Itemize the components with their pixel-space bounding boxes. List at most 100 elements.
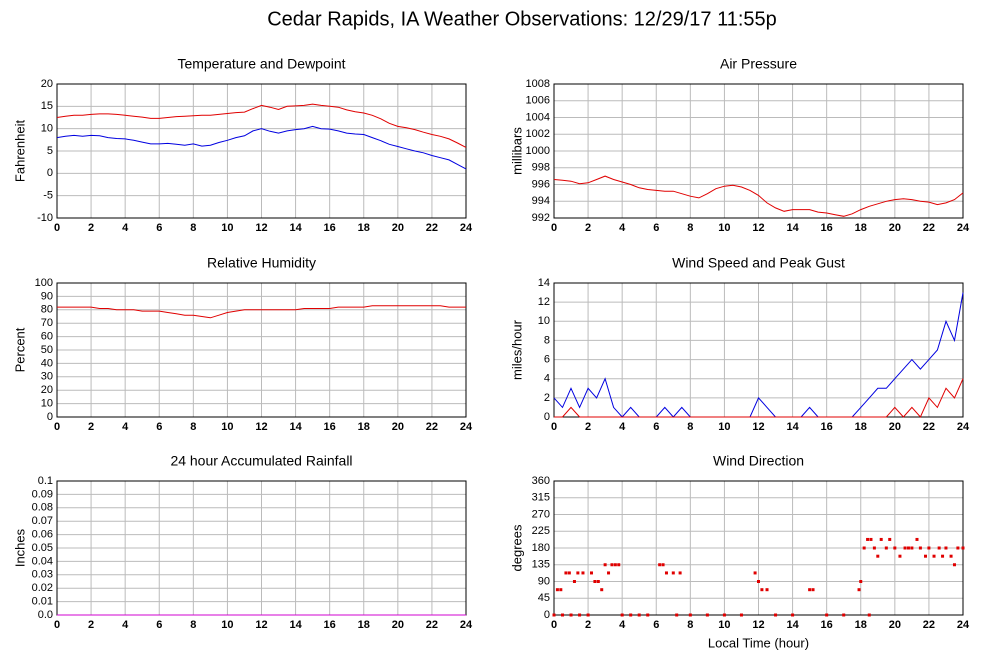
y-tick-label: 0 xyxy=(47,167,53,179)
point xyxy=(757,580,760,583)
y-tick-label: 100 xyxy=(35,277,53,289)
y-tick-label: 0.04 xyxy=(32,555,53,567)
y-tick-label: 0.02 xyxy=(32,582,53,594)
point xyxy=(910,546,914,550)
x-tick-label: 10 xyxy=(718,222,730,234)
point xyxy=(825,613,829,617)
series-line xyxy=(57,305,466,319)
point xyxy=(944,546,948,550)
x-tick-label: 6 xyxy=(653,222,659,234)
point xyxy=(862,546,866,550)
x-tick-label: 4 xyxy=(122,619,129,631)
x-tick-label: 24 xyxy=(957,421,970,433)
point xyxy=(629,613,633,617)
series-line xyxy=(554,378,964,418)
x-tick-label: 12 xyxy=(255,222,267,234)
x-tick-label: 6 xyxy=(653,619,659,631)
plot-border xyxy=(56,83,467,219)
y-tick-label: 994 xyxy=(532,195,550,207)
y-tick-label: 998 xyxy=(532,162,550,174)
x-tick-label: 6 xyxy=(653,421,659,433)
point xyxy=(739,613,743,617)
y-tick-label: 0 xyxy=(47,411,53,423)
point xyxy=(688,613,692,617)
point xyxy=(567,571,571,575)
y-tick-label: 20 xyxy=(41,78,53,90)
y-tick-label: 1008 xyxy=(526,78,550,90)
point xyxy=(722,613,726,617)
x-tick-label: 2 xyxy=(585,222,591,234)
x-tick-label: 24 xyxy=(460,222,473,234)
y-tick-label: 70 xyxy=(41,317,53,329)
y-tick-label: 60 xyxy=(41,331,53,343)
x-tick-label: 14 xyxy=(289,222,302,234)
x-tick-label: 22 xyxy=(426,222,438,234)
x-tick-label: 16 xyxy=(821,421,833,433)
plot-border xyxy=(553,83,964,219)
x-tick-label: 16 xyxy=(324,222,336,234)
x-tick-label: 22 xyxy=(923,619,935,631)
y-tick-label: 2 xyxy=(544,392,550,404)
chart-title: Relative Humidity xyxy=(207,255,316,271)
point xyxy=(675,613,679,617)
x-tick-label: 20 xyxy=(889,421,901,433)
series-line xyxy=(56,103,467,148)
y-tick-label: 10 xyxy=(538,315,550,327)
chart-title: Wind Speed and Peak Gust xyxy=(672,255,845,271)
point xyxy=(956,546,960,550)
x-tick-label: 0 xyxy=(54,222,60,234)
point xyxy=(589,571,593,575)
point xyxy=(765,588,769,592)
point xyxy=(581,571,585,575)
y-tick-label: 996 xyxy=(532,178,550,190)
point xyxy=(937,546,941,550)
point xyxy=(617,563,621,567)
y-tick-label: 10 xyxy=(41,398,53,410)
x-tick-label: 8 xyxy=(190,421,196,433)
panel: 0.00.010.020.030.040.050.060.070.080.090… xyxy=(12,453,473,631)
x-tick-label: 14 xyxy=(786,619,799,631)
point xyxy=(961,546,965,550)
plot-border xyxy=(56,282,467,418)
point xyxy=(941,554,945,558)
x-tick-label: 6 xyxy=(156,619,162,631)
x-tick-label: 20 xyxy=(392,222,404,234)
x-tick-label: 12 xyxy=(255,619,267,631)
point xyxy=(906,546,910,550)
y-axis-label: millibars xyxy=(509,127,524,175)
point xyxy=(569,613,573,617)
point xyxy=(949,554,953,558)
series-line xyxy=(56,125,467,170)
point xyxy=(661,563,665,567)
y-tick-label: 992 xyxy=(532,212,550,224)
x-tick-label: 10 xyxy=(221,421,233,433)
x-tick-label: 10 xyxy=(221,222,233,234)
point xyxy=(811,588,815,592)
point xyxy=(884,546,888,550)
point xyxy=(915,537,919,541)
x-tick-label: 0 xyxy=(551,421,557,433)
x-tick-label: 2 xyxy=(585,619,591,631)
y-tick-label: 40 xyxy=(41,357,53,369)
y-tick-label: 90 xyxy=(41,290,53,302)
point xyxy=(869,537,873,541)
point xyxy=(603,563,607,567)
x-tick-label: 14 xyxy=(289,421,302,433)
x-tick-label: 8 xyxy=(190,619,196,631)
y-tick-label: 0.01 xyxy=(32,596,53,608)
x-tick-label: 14 xyxy=(289,619,302,631)
y-axis-label: Fahrenheit xyxy=(12,120,27,183)
y-tick-label: 20 xyxy=(41,384,53,396)
point xyxy=(705,613,709,617)
point xyxy=(586,613,590,617)
page-title: Cedar Rapids, IA Weather Observations: 1… xyxy=(267,8,777,30)
y-tick-label: 15 xyxy=(41,100,53,112)
x-tick-label: 20 xyxy=(392,619,404,631)
x-tick-label: 20 xyxy=(889,222,901,234)
x-tick-label: 8 xyxy=(687,421,693,433)
y-tick-label: 8 xyxy=(544,334,550,346)
y-tick-label: 0.0 xyxy=(38,609,53,621)
